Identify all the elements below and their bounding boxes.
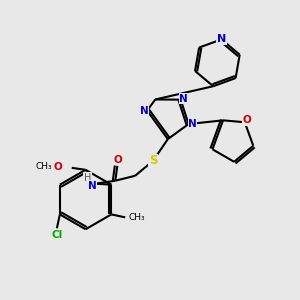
- Text: O: O: [53, 162, 62, 172]
- Text: H: H: [84, 173, 91, 183]
- Text: N: N: [88, 181, 97, 191]
- Text: S: S: [149, 154, 157, 167]
- Text: N: N: [140, 106, 148, 116]
- Text: CH₃: CH₃: [129, 213, 146, 222]
- Text: N: N: [179, 94, 188, 104]
- Text: N: N: [188, 119, 197, 129]
- Text: Cl: Cl: [51, 230, 62, 240]
- Text: CH₃: CH₃: [36, 162, 52, 171]
- Text: O: O: [114, 155, 123, 165]
- Text: N: N: [217, 34, 226, 44]
- Text: O: O: [242, 115, 251, 125]
